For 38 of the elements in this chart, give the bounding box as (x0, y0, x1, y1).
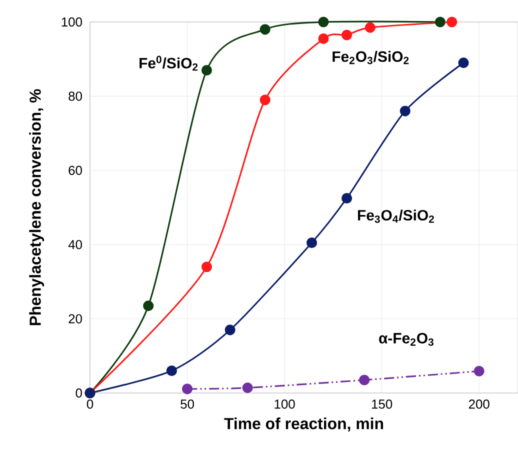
point (446, 16, 458, 28)
point (318, 33, 329, 44)
point (474, 366, 484, 376)
point (318, 16, 329, 28)
point (400, 106, 410, 116)
point (260, 94, 270, 106)
series-label: α-Fe$_{2}$O$_{3}$ (379, 332, 434, 346)
x-tick-label: 150 (372, 400, 392, 409)
point (306, 237, 318, 248)
x-tick-label: 100 (274, 400, 295, 409)
point (342, 192, 352, 204)
point (364, 22, 376, 33)
y-axis-title: Phenylacetylene conversion, % (29, 89, 44, 326)
x-tick-label: 200 (468, 400, 490, 409)
y-tick-label: 100 (62, 17, 82, 27)
point (359, 374, 370, 386)
y-tick-label: 0 (76, 388, 82, 398)
y-tick-label: 80 (68, 92, 82, 101)
point (242, 382, 253, 394)
point (342, 30, 352, 40)
point (166, 365, 177, 376)
point (201, 262, 212, 272)
series-label: Fe$^{0}$/SiO$_{2}$ (140, 56, 198, 71)
point (224, 324, 236, 336)
x-tick-label: 50 (180, 400, 194, 409)
point (260, 24, 270, 35)
point (182, 384, 193, 394)
x-tick-label: 0 (86, 400, 94, 409)
y-tick-label: 60 (68, 166, 82, 175)
point (434, 16, 446, 28)
x-axis-title: Time of reaction, min (224, 418, 384, 432)
point (201, 64, 212, 76)
series-label: Fe$_{2}$O$_{3}$/SiO$_{2}$ (332, 50, 409, 64)
point (143, 300, 154, 312)
point (458, 58, 469, 68)
series-label: Fe$_{3}$O$_{4}$/SiO$_{2}$ (358, 210, 434, 223)
y-tick-label: 40 (68, 240, 82, 250)
y-tick-label: 20 (68, 314, 82, 324)
